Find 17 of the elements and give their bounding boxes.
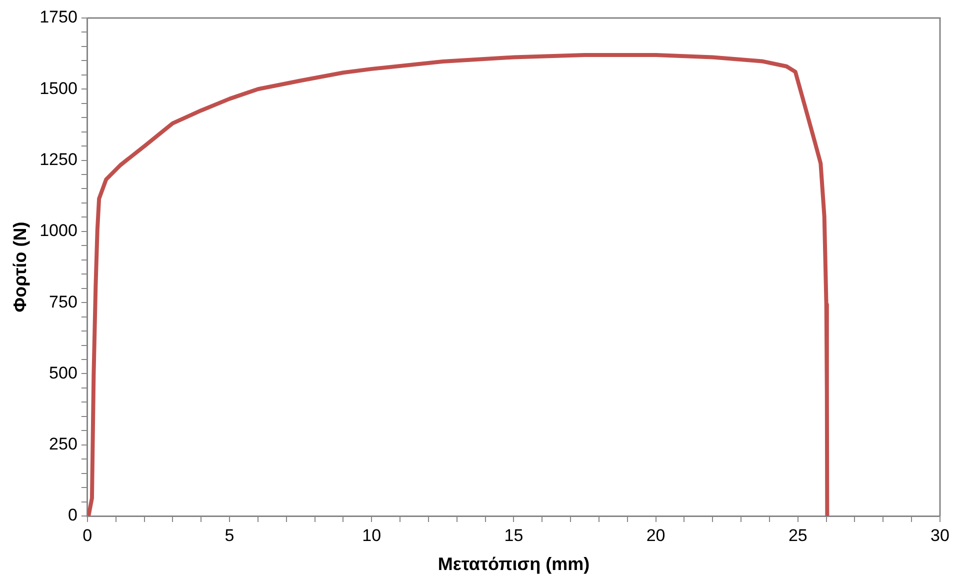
x-tick-label: 25	[788, 526, 808, 545]
y-tick-label: 0	[68, 506, 78, 525]
y-tick-label: 1250	[40, 150, 78, 169]
y-axis-title: Φορτίο (N)	[10, 222, 30, 312]
x-tick-label: 5	[224, 526, 234, 545]
y-tick-label: 1750	[40, 8, 78, 27]
x-tick-label: 10	[362, 526, 382, 545]
y-tick-label: 500	[49, 363, 78, 382]
x-tick-label: 20	[646, 526, 666, 545]
x-tick-label: 30	[930, 526, 950, 545]
y-tick-label: 250	[49, 434, 78, 454]
x-axis-title: Μετατόπιση (mm)	[438, 554, 590, 574]
y-tick-label: 1000	[40, 221, 78, 240]
y-tick-label: 750	[49, 292, 78, 312]
x-tick-label: 15	[504, 526, 524, 545]
y-tick-label: 1500	[40, 78, 78, 98]
x-tick-label: 0	[82, 526, 92, 545]
